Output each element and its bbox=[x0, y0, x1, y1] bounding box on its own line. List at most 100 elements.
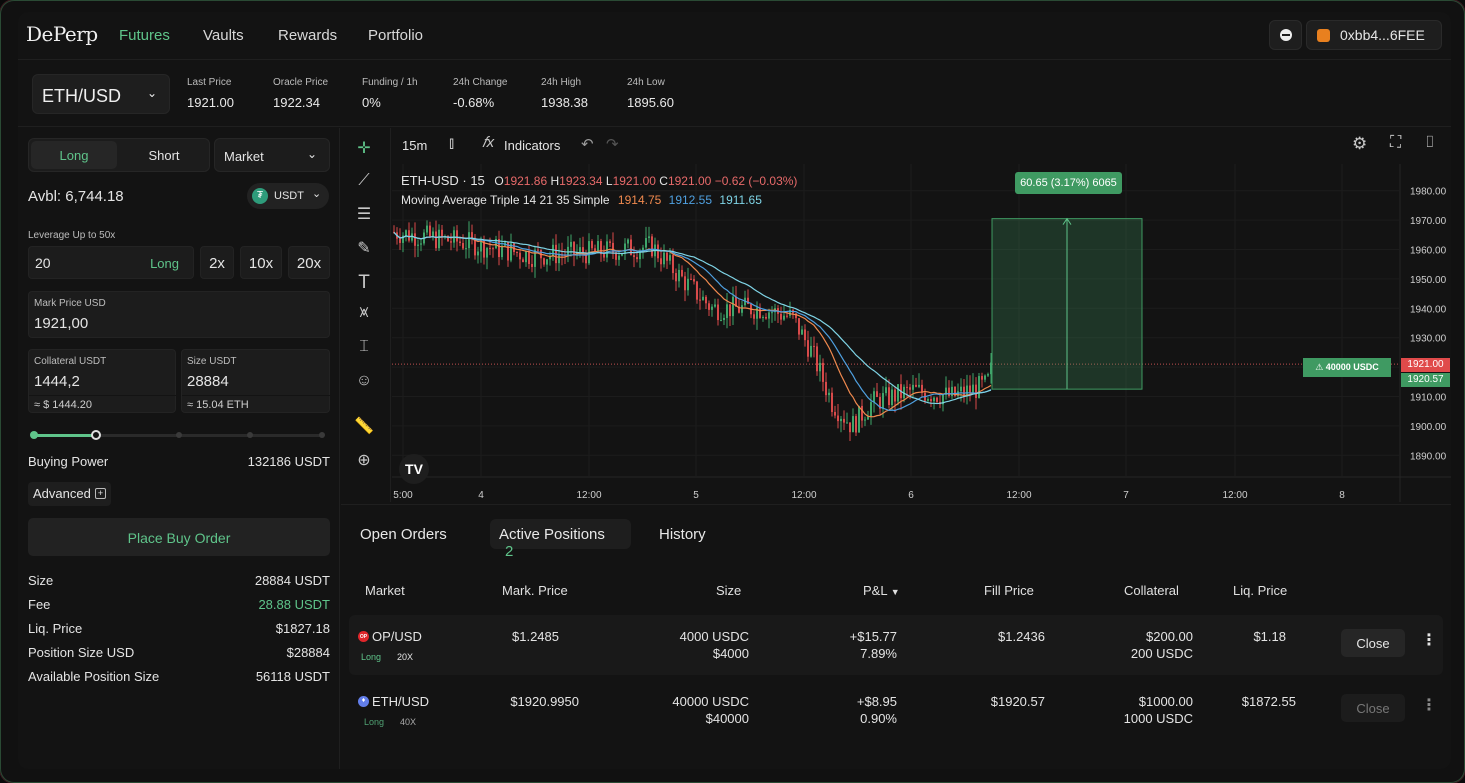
col-collateral[interactable]: Collateral bbox=[1124, 583, 1179, 598]
candle-body bbox=[789, 309, 791, 316]
candle-body bbox=[882, 393, 884, 409]
measure-arrow-head bbox=[1062, 217, 1072, 225]
top-nav: DePerp Futures Vaults Rewards Portfolio … bbox=[18, 12, 1451, 60]
candle-body bbox=[915, 384, 917, 387]
candle-body bbox=[525, 251, 527, 263]
nav-portfolio[interactable]: Portfolio bbox=[368, 27, 424, 44]
candle-body bbox=[768, 312, 770, 319]
crosshair-icon[interactable]: ✛ bbox=[357, 140, 371, 157]
candle-body bbox=[912, 384, 914, 390]
candle-body bbox=[426, 225, 428, 233]
tab-open-orders[interactable]: Open Orders bbox=[360, 526, 447, 543]
last-price-tag: 1921.00 bbox=[1401, 358, 1450, 372]
candle-body bbox=[537, 249, 539, 251]
wallet-address: 0xbb4...6FEE bbox=[1340, 27, 1425, 43]
candle-body bbox=[702, 296, 704, 301]
asset-select[interactable]: ₮ USDT ⌄ bbox=[247, 183, 329, 209]
tab-active-positions[interactable]: Active Positions 2 bbox=[490, 519, 631, 560]
candle-body bbox=[675, 273, 677, 282]
close-position-button[interactable]: Close bbox=[1341, 629, 1405, 657]
long-tab[interactable]: Long bbox=[31, 141, 117, 169]
candle-body bbox=[429, 225, 431, 237]
advanced-toggle[interactable]: Advanced + bbox=[28, 482, 111, 506]
mark-price-field[interactable]: Mark Price USD 1921,00 bbox=[28, 291, 330, 338]
candle-body bbox=[762, 316, 764, 318]
redo-icon[interactable]: ↷ bbox=[606, 136, 619, 153]
short-tab[interactable]: Short bbox=[148, 148, 180, 163]
leverage-2x-button[interactable]: 2x bbox=[200, 246, 234, 279]
candle-body bbox=[753, 314, 755, 319]
col-fill-price[interactable]: Fill Price bbox=[984, 583, 1034, 598]
candle-body bbox=[825, 381, 827, 396]
candle-body bbox=[678, 269, 680, 282]
candle-body bbox=[933, 397, 935, 402]
col-pnl[interactable]: P&L ▼ bbox=[863, 583, 900, 598]
brush-icon[interactable]: ✎ bbox=[357, 240, 371, 257]
price-chart[interactable]: 1980.00 1970.00 1960.00 1950.00 1940.00 1930.… bbox=[392, 164, 1451, 502]
market-selector[interactable]: ETH/USD ⌄ bbox=[32, 74, 170, 114]
stat-funding: Funding / 1h 0% bbox=[362, 77, 418, 110]
nav-futures[interactable]: Futures bbox=[119, 27, 170, 44]
slider-handle[interactable] bbox=[91, 430, 101, 440]
close-position-button[interactable]: Close bbox=[1341, 694, 1405, 722]
candle-body bbox=[846, 422, 848, 424]
measure-range-icon[interactable]: ⌶ bbox=[359, 338, 369, 355]
undo-icon[interactable]: ↶ bbox=[581, 136, 594, 153]
camera-icon[interactable]: ⌷ bbox=[1425, 134, 1435, 151]
more-vertical-icon[interactable]: ⋮ bbox=[1421, 632, 1437, 649]
interval-button[interactable]: 15m bbox=[402, 138, 428, 153]
candle-body bbox=[921, 384, 923, 393]
candle-body bbox=[657, 244, 659, 259]
text-tool-icon[interactable]: T bbox=[358, 272, 370, 293]
leverage-input[interactable]: 20 Long bbox=[28, 246, 194, 279]
candle-body bbox=[393, 231, 395, 233]
zoom-in-icon[interactable]: ⊕ bbox=[357, 452, 371, 469]
nav-rewards[interactable]: Rewards bbox=[278, 27, 338, 44]
indicators-button[interactable]: Indicators bbox=[504, 138, 561, 153]
more-vertical-icon[interactable]: ⋮ bbox=[1421, 697, 1437, 714]
wallet-button[interactable]: 0xbb4...6FEE bbox=[1306, 20, 1442, 50]
candle-body bbox=[531, 263, 533, 267]
stat-last-price: Last Price 1921.00 bbox=[187, 77, 234, 110]
trendline-icon[interactable]: ⟋ bbox=[358, 172, 370, 189]
col-size[interactable]: Size bbox=[716, 583, 742, 598]
candle-body bbox=[726, 304, 728, 318]
alert-label[interactable]: ⚠ 40000 USDC bbox=[1303, 358, 1391, 377]
gear-icon[interactable]: ⚙ bbox=[1352, 134, 1368, 153]
place-order-button[interactable]: Place Buy Order bbox=[28, 518, 330, 556]
candle-body bbox=[462, 243, 464, 249]
pattern-icon[interactable]: ⩙ bbox=[359, 304, 369, 321]
leverage-20x-button[interactable]: 20x bbox=[288, 246, 330, 279]
candle-body bbox=[969, 385, 971, 393]
col-mark-price[interactable]: Mark. Price bbox=[502, 583, 568, 598]
order-type-select[interactable]: Market ⌄ bbox=[214, 138, 330, 172]
y-tick-label: 1950.00 bbox=[1410, 275, 1447, 286]
ruler-icon[interactable]: 📏 bbox=[354, 418, 374, 435]
leverage-badge: 40X bbox=[400, 717, 417, 727]
theme-toggle-button[interactable] bbox=[1269, 20, 1302, 50]
y-tick-label: 1980.00 bbox=[1410, 187, 1447, 198]
y-tick-label: 1940.00 bbox=[1410, 304, 1447, 315]
fullscreen-icon[interactable]: ⛶ bbox=[1390, 134, 1402, 151]
candle-body bbox=[699, 299, 701, 301]
fib-lines-icon[interactable]: ☰ bbox=[356, 206, 372, 223]
tab-history[interactable]: History bbox=[659, 526, 706, 543]
collateral-field[interactable]: Collateral USDT 1444,2 ≈ $ 1444.20 bbox=[28, 349, 177, 413]
leverage-10x-button[interactable]: 10x bbox=[240, 246, 282, 279]
candle-body bbox=[519, 252, 521, 260]
col-liq-price[interactable]: Liq. Price bbox=[1233, 583, 1288, 598]
side-badge: Long bbox=[364, 717, 385, 727]
candle-body bbox=[720, 319, 722, 321]
candle-type-icon[interactable]: ⫾ bbox=[449, 135, 455, 152]
candle-body bbox=[672, 255, 674, 274]
x-tick-label: 7 bbox=[1123, 490, 1129, 501]
sort-desc-icon: ▼ bbox=[890, 587, 900, 597]
emoji-icon[interactable]: ☺ bbox=[355, 372, 373, 389]
available-balance: Avbl: 6,744.18 bbox=[28, 188, 124, 205]
order-panel: Long Short Market ⌄ Avbl: 6,744.18 ₮ USD… bbox=[18, 128, 340, 769]
col-market[interactable]: Market bbox=[365, 583, 405, 598]
size-field[interactable]: Size USDT 28884 ≈ 15.04 ETH bbox=[181, 349, 331, 413]
nav-vaults[interactable]: Vaults bbox=[203, 27, 244, 44]
leverage-slider[interactable] bbox=[30, 430, 325, 440]
logo[interactable]: DePerp bbox=[26, 22, 98, 46]
